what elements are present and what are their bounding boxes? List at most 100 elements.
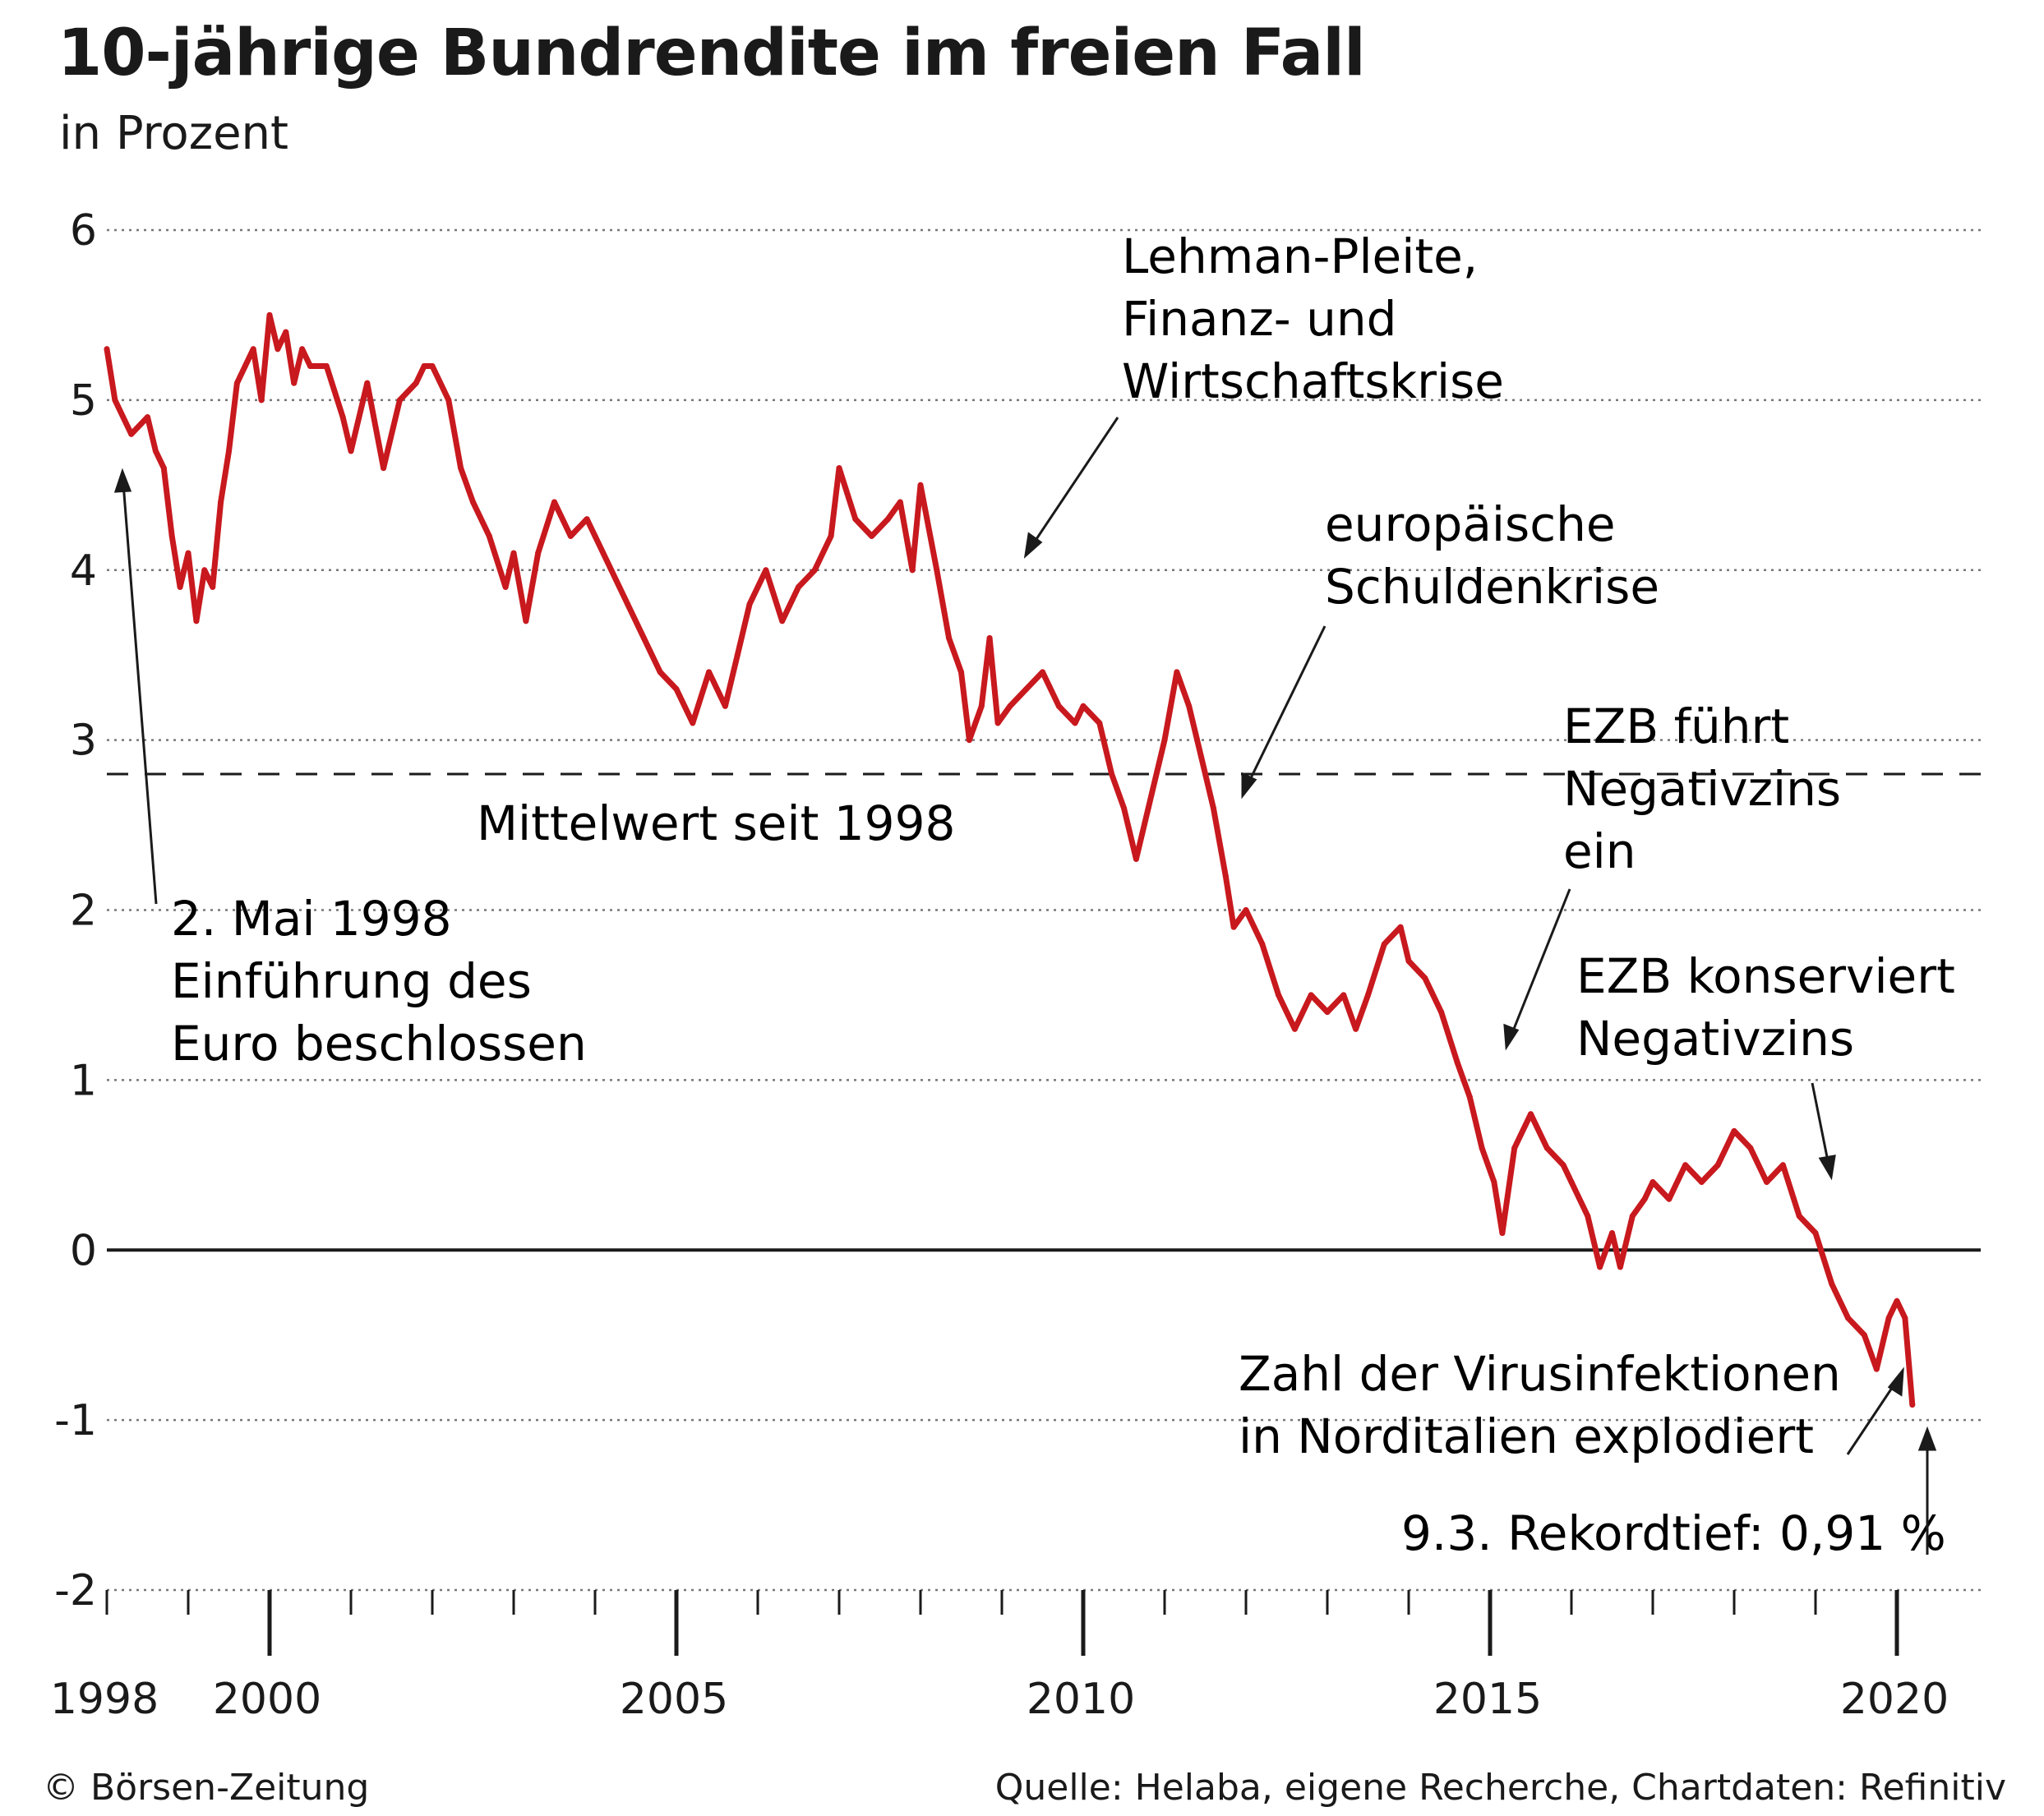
credit: © Börsen-Zeitung	[43, 1767, 370, 1809]
data-point	[250, 346, 256, 353]
data-point	[779, 618, 786, 625]
data-point	[1812, 1230, 1819, 1237]
data-point	[1568, 1179, 1575, 1185]
arrow-schulden	[1246, 625, 1327, 786]
data-point	[946, 635, 953, 641]
anno-schuldenkrise: europäische Schuldenkrise	[1325, 496, 1659, 615]
data-point	[1597, 1264, 1603, 1270]
chart-subtitle: in Prozent	[59, 107, 288, 160]
data-point	[1731, 1127, 1737, 1134]
data-point	[1198, 754, 1205, 760]
label-mean: Mittelwert seit 1998	[477, 795, 955, 851]
data-point	[364, 380, 371, 386]
data-point	[1641, 1196, 1648, 1202]
y-tick-label: 1	[70, 1056, 97, 1105]
arrow-ezb-neg	[1509, 888, 1571, 1038]
data-point	[909, 567, 916, 574]
y-tick-label: 4	[70, 546, 97, 596]
data-point	[1861, 1332, 1867, 1339]
anno-euro-line1: 2. Mai 1998	[171, 891, 452, 947]
data-point	[128, 431, 135, 437]
data-point	[1308, 992, 1314, 998]
anno-schulden-line1: europäische	[1325, 496, 1616, 552]
data-point	[486, 532, 492, 539]
x-axis: 1998 2000 2005 2010 2015 2020	[50, 1590, 1949, 1724]
data-point	[1796, 1213, 1802, 1219]
series-points	[104, 311, 1916, 1408]
anno-ezb-kons-line2: Negativzins	[1576, 1011, 1854, 1067]
data-point	[551, 499, 557, 505]
data-point	[796, 583, 801, 590]
data-point	[1543, 1145, 1550, 1151]
anno-virus-line2: in Norditalien explodiert	[1239, 1408, 1814, 1464]
data-point	[1666, 1196, 1673, 1202]
data-point	[966, 737, 972, 744]
data-point	[145, 414, 150, 421]
data-point	[1161, 737, 1168, 744]
data-point	[421, 363, 427, 369]
anno-lehman-line3: Wirtschaftskrise	[1122, 353, 1504, 409]
data-point	[275, 346, 281, 353]
data-point	[1109, 771, 1115, 777]
data-point	[1764, 1179, 1770, 1185]
data-point	[869, 532, 875, 539]
data-point	[1454, 1060, 1460, 1067]
y-tick-label: -2	[54, 1566, 97, 1616]
data-point	[339, 414, 346, 421]
data-point	[502, 583, 509, 590]
x-tick-label: 2000	[213, 1675, 321, 1724]
x-tick-label: 1998	[50, 1675, 159, 1724]
data-point	[226, 448, 232, 454]
anno-rekordtief: 9.3. Rekordtief: 0,91 %	[1401, 1505, 1946, 1561]
data-point	[625, 601, 631, 607]
data-point	[1560, 1162, 1566, 1168]
anno-virus: Zahl der Virusinfektionen in Norditalien…	[1239, 1346, 1856, 1464]
data-point	[1511, 1145, 1518, 1151]
data-point	[1747, 1145, 1754, 1151]
data-point	[1779, 1162, 1786, 1168]
data-point	[1528, 1111, 1534, 1118]
anno-virus-line1: Zahl der Virusinfektionen	[1239, 1346, 1841, 1402]
data-point	[510, 550, 517, 556]
arrow-rekord-head	[1917, 1426, 1937, 1451]
data-point	[381, 465, 387, 472]
data-point	[1121, 804, 1127, 811]
anno-ezb-konserviert: EZB konserviert Negativzins	[1576, 948, 1970, 1067]
arrow-schulden-head	[1241, 772, 1257, 800]
series-line-bund-yield	[104, 311, 1916, 1408]
x-tick-label: 2005	[620, 1675, 728, 1724]
data-point	[986, 635, 993, 641]
x-tick-label: 2015	[1433, 1675, 1542, 1724]
data-point	[396, 397, 403, 403]
arrow-euro	[122, 482, 158, 905]
data-point	[233, 380, 240, 386]
data-point	[1210, 804, 1216, 811]
data-point	[266, 311, 273, 318]
data-point	[1609, 1230, 1615, 1237]
data-point	[897, 499, 903, 505]
data-point	[348, 448, 354, 454]
data-point	[1499, 1230, 1506, 1237]
data-point	[734, 652, 741, 658]
data-point	[112, 397, 118, 403]
data-point	[1276, 992, 1282, 998]
data-point	[640, 635, 647, 641]
data-point	[852, 516, 859, 523]
data-point	[1902, 1315, 1908, 1321]
data-point	[470, 499, 476, 505]
anno-euro: 2. Mai 1998 Einführung des Euro beschlos…	[171, 891, 587, 1072]
data-point	[535, 550, 542, 556]
data-point	[299, 346, 306, 353]
arrow-lehman-head	[1023, 532, 1043, 559]
data-point	[445, 397, 452, 403]
data-point	[917, 482, 924, 488]
data-point	[673, 686, 680, 693]
data-point	[168, 532, 175, 539]
data-point	[811, 567, 818, 574]
data-point	[160, 465, 167, 472]
data-point	[1222, 873, 1229, 879]
data-point	[1845, 1315, 1852, 1321]
data-point	[608, 567, 615, 574]
anno-euro-line3: Euro beschlossen	[171, 1016, 587, 1072]
anno-lehman: Lehman-Pleite, Finanz- und Wirtschaftskr…	[1122, 228, 1504, 409]
